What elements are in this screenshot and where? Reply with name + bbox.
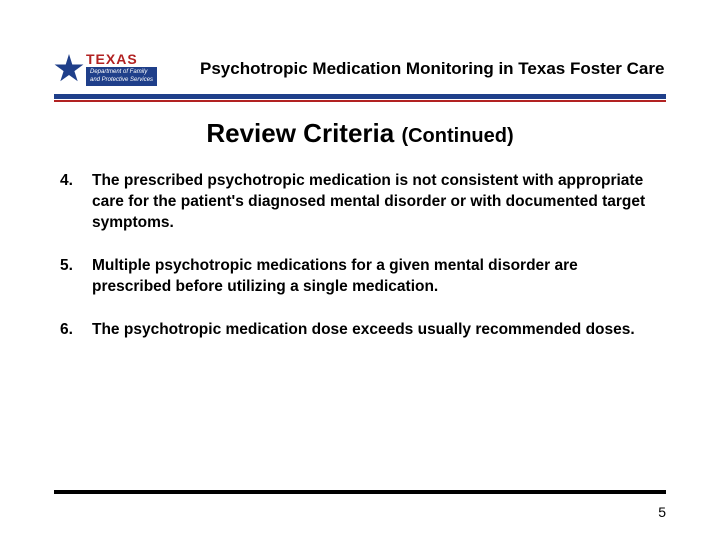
logo-sub-line1: Department of Family: [90, 69, 153, 76]
footer-divider: [54, 490, 666, 494]
logo-brand: TEXAS: [86, 52, 157, 66]
header-row: TEXAS Department of Family and Protectiv…: [54, 48, 666, 90]
list-item: 5. Multiple psychotropic medications for…: [60, 256, 660, 298]
item-text: The psychotropic medication dose exceeds…: [92, 320, 660, 341]
page-number: 5: [658, 504, 666, 520]
item-number: 4.: [60, 171, 92, 234]
logo-sub-line2: and Protective Services: [90, 77, 153, 84]
list-item: 4. The prescribed psychotropic medicatio…: [60, 171, 660, 234]
item-text: The prescribed psychotropic medication i…: [92, 171, 660, 234]
star-icon: [54, 54, 84, 84]
title-continued: (Continued): [401, 125, 513, 147]
logo-text: TEXAS Department of Family and Protectiv…: [86, 52, 157, 85]
list-item: 6. The psychotropic medication dose exce…: [60, 320, 660, 341]
title-main: Review Criteria: [206, 118, 394, 148]
divider-blue: [54, 94, 666, 99]
header-title: Psychotropic Medication Monitoring in Te…: [200, 59, 666, 79]
criteria-list: 4. The prescribed psychotropic medicatio…: [54, 171, 666, 341]
logo-subtitle: Department of Family and Protective Serv…: [86, 67, 157, 85]
item-number: 6.: [60, 320, 92, 341]
divider-red: [54, 100, 666, 102]
item-number: 5.: [60, 256, 92, 298]
slide-title: Review Criteria (Continued): [54, 118, 666, 149]
item-text: Multiple psychotropic medications for a …: [92, 256, 660, 298]
texas-dfps-logo: TEXAS Department of Family and Protectiv…: [54, 48, 182, 90]
slide-container: TEXAS Department of Family and Protectiv…: [0, 0, 720, 540]
